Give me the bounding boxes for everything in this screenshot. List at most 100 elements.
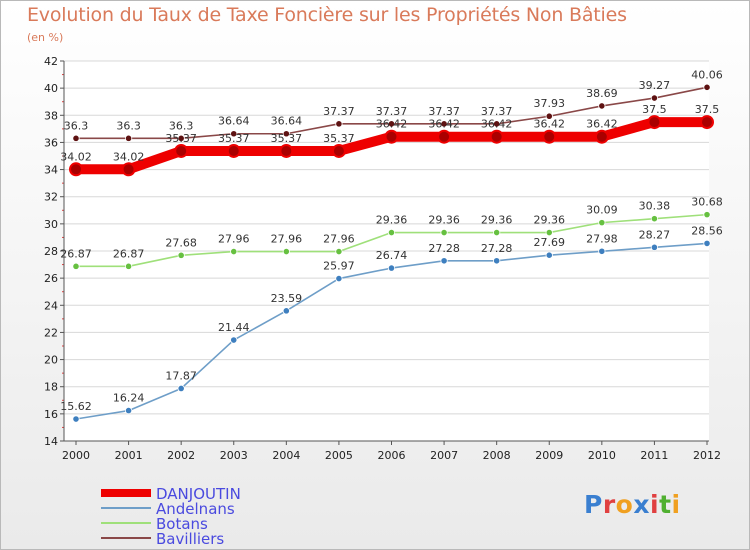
data-point bbox=[650, 243, 659, 251]
data-label: 26.87 bbox=[60, 247, 92, 260]
y-tick-label: 18 bbox=[44, 381, 58, 394]
data-label: 30.09 bbox=[586, 204, 618, 217]
data-label: 37.37 bbox=[481, 105, 513, 118]
y-tick-label: 28 bbox=[44, 245, 58, 258]
data-point bbox=[387, 228, 396, 237]
data-point bbox=[703, 211, 711, 219]
data-label: 28.56 bbox=[691, 224, 723, 237]
data-label: 27.69 bbox=[534, 236, 566, 249]
data-label: 39.27 bbox=[639, 79, 671, 92]
legend-label-botans: Botans bbox=[156, 515, 208, 533]
data-label: 36.42 bbox=[586, 118, 618, 131]
data-label: 15.62 bbox=[60, 400, 92, 413]
data-point bbox=[124, 134, 133, 142]
x-tick-label: 2003 bbox=[220, 449, 248, 462]
data-point bbox=[598, 219, 606, 227]
data-point bbox=[124, 262, 133, 270]
y-tick-label: 20 bbox=[44, 354, 58, 367]
x-tick-label: 2005 bbox=[325, 449, 353, 462]
x-tick-label: 2011 bbox=[640, 449, 668, 462]
data-label: 25.97 bbox=[323, 260, 355, 273]
data-point bbox=[387, 120, 396, 128]
x-tick-label: 2001 bbox=[115, 449, 143, 462]
data-point bbox=[230, 336, 238, 344]
y-tick-label: 22 bbox=[44, 326, 58, 339]
data-label: 37.37 bbox=[323, 105, 355, 118]
data-point bbox=[69, 162, 83, 177]
legend-label-bavilliers: Bavilliers bbox=[156, 530, 224, 548]
data-point bbox=[387, 264, 396, 272]
data-label: 29.36 bbox=[481, 214, 513, 227]
data-point bbox=[282, 130, 290, 138]
data-point bbox=[331, 143, 346, 158]
data-label: 36.42 bbox=[428, 118, 460, 131]
data-point bbox=[545, 228, 553, 237]
data-point bbox=[650, 94, 659, 102]
data-label: 35.37 bbox=[218, 132, 250, 145]
data-point bbox=[545, 112, 553, 120]
data-label: 38.69 bbox=[586, 87, 618, 100]
y-tick-label: 42 bbox=[44, 55, 58, 68]
x-tick-label: 2010 bbox=[588, 449, 616, 462]
data-label: 36.42 bbox=[376, 118, 408, 131]
legend-label-danjoutin: DANJOUTIN bbox=[156, 485, 241, 503]
data-label: 16.24 bbox=[113, 392, 145, 405]
x-tick-label: 2002 bbox=[167, 449, 195, 462]
y-tick-label: 40 bbox=[44, 82, 58, 95]
data-label: 34.02 bbox=[60, 150, 92, 163]
data-point bbox=[384, 129, 399, 144]
y-tick-label: 14 bbox=[44, 435, 58, 448]
data-point bbox=[282, 307, 290, 315]
data-label: 34.02 bbox=[113, 150, 145, 163]
logo-letter: o bbox=[615, 490, 634, 519]
data-point bbox=[700, 115, 714, 130]
data-point bbox=[177, 134, 185, 142]
y-tick-label: 30 bbox=[44, 218, 58, 231]
proxiti-logo: Proxiti bbox=[584, 490, 681, 519]
data-point bbox=[594, 129, 609, 144]
y-tick-label: 32 bbox=[44, 191, 58, 204]
data-point bbox=[489, 129, 504, 144]
logo-letter: x bbox=[633, 490, 650, 519]
data-point bbox=[177, 251, 185, 259]
y-tick-label: 24 bbox=[44, 299, 58, 312]
data-label: 30.68 bbox=[691, 196, 723, 209]
data-label: 36.3 bbox=[169, 119, 194, 132]
data-point bbox=[493, 228, 501, 237]
data-point bbox=[542, 129, 557, 144]
data-label: 28.27 bbox=[639, 228, 671, 241]
data-point bbox=[226, 143, 241, 158]
data-point bbox=[72, 134, 80, 142]
data-label: 37.37 bbox=[428, 105, 460, 118]
data-point bbox=[437, 129, 452, 144]
data-label: 26.87 bbox=[113, 247, 145, 260]
data-point bbox=[282, 247, 290, 256]
y-tick-label: 38 bbox=[44, 109, 58, 122]
data-label: 17.87 bbox=[165, 369, 197, 382]
data-point bbox=[72, 262, 80, 270]
y-tick-label: 34 bbox=[44, 164, 58, 177]
data-label: 21.44 bbox=[218, 321, 250, 334]
x-tick-label: 2007 bbox=[430, 449, 458, 462]
data-point bbox=[647, 115, 662, 130]
legend-label-andelnans: Andelnans bbox=[156, 500, 235, 518]
logo-letter: r bbox=[602, 490, 616, 519]
data-point bbox=[72, 415, 80, 423]
data-point bbox=[440, 228, 448, 237]
data-label: 27.96 bbox=[218, 233, 250, 246]
data-label: 29.36 bbox=[376, 214, 408, 227]
x-tick-label: 2004 bbox=[272, 449, 300, 462]
data-point bbox=[124, 406, 133, 415]
data-label: 27.28 bbox=[481, 242, 513, 255]
data-point bbox=[598, 247, 606, 255]
data-point bbox=[650, 215, 659, 223]
data-label: 36.64 bbox=[271, 115, 303, 128]
logo-letter: P bbox=[584, 490, 603, 519]
data-point bbox=[174, 143, 189, 158]
data-point bbox=[335, 120, 343, 128]
data-point bbox=[279, 143, 294, 158]
x-tick-label: 2000 bbox=[62, 449, 90, 462]
data-point bbox=[121, 162, 136, 177]
